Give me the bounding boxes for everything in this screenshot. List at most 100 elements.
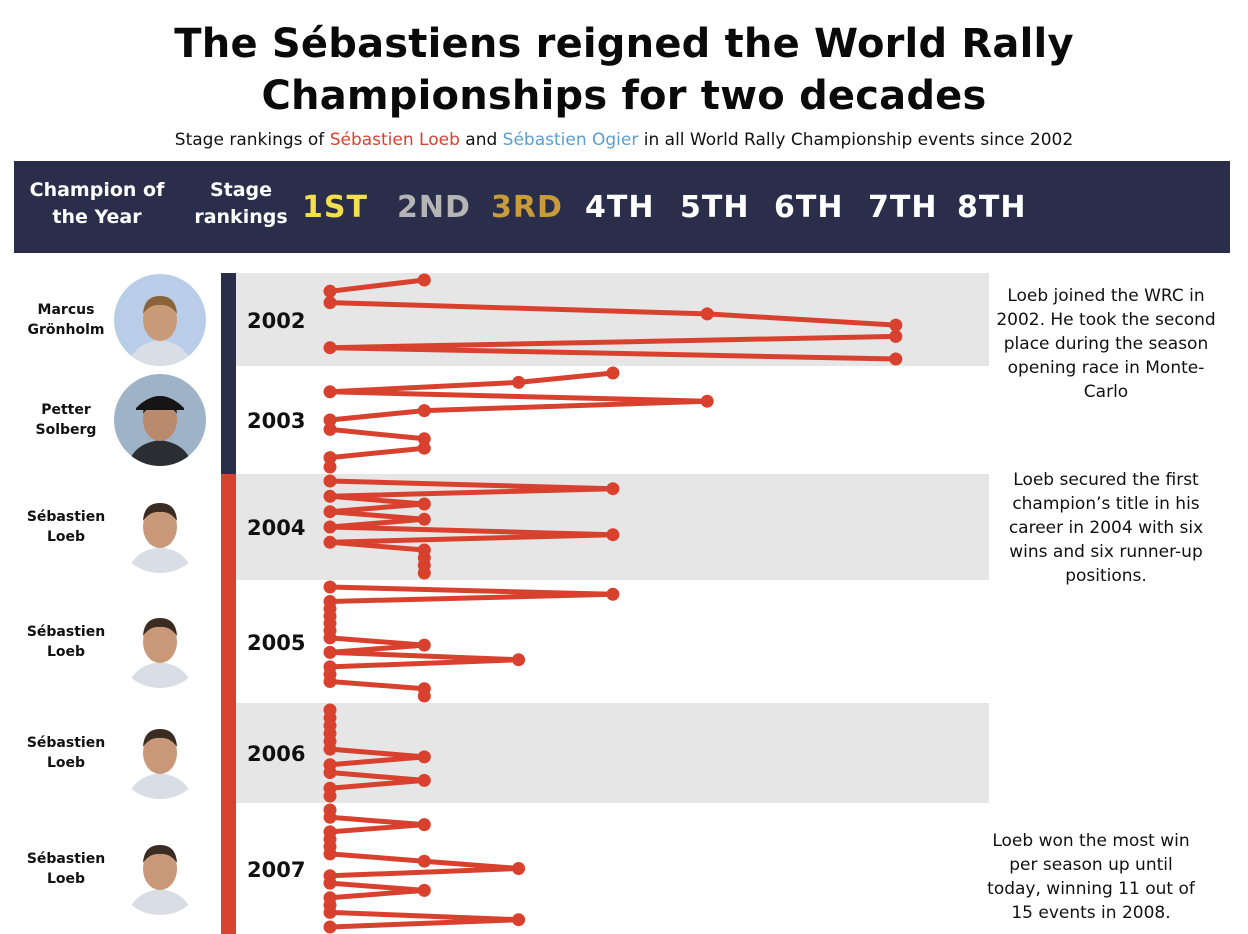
ranking-point-2004-2 xyxy=(606,482,620,496)
ranking-point-2004-1 xyxy=(323,474,337,488)
rank-header-5: 5TH xyxy=(680,190,750,225)
champion-bar-2005 xyxy=(221,580,236,703)
champion-bar-2002 xyxy=(221,273,236,366)
champion-avatar-2004 xyxy=(114,481,206,573)
champion-name-2002: Marcus Grönholm xyxy=(27,301,105,338)
ranking-point-2003-8 xyxy=(417,432,431,446)
year-label-2005: 2005 xyxy=(247,631,305,655)
champion-avatar-2005 xyxy=(114,595,206,688)
champion-bar-2007 xyxy=(221,803,236,934)
ranking-point-2002-5 xyxy=(889,318,903,332)
ranking-point-2002-7 xyxy=(323,341,337,355)
ranking-points xyxy=(323,273,903,934)
champion-name-2004: Sébastien Loeb xyxy=(26,509,106,545)
champion-bar-2003 xyxy=(221,366,236,474)
rank-header-6: 6TH xyxy=(774,190,844,225)
ranking-point-2002-8 xyxy=(889,352,903,366)
ranking-point-2005-8 xyxy=(323,631,337,645)
ranking-point-2007-7 xyxy=(323,847,337,861)
year-label-2004: 2004 xyxy=(247,516,305,540)
champion-avatar-2003 xyxy=(114,374,206,466)
ranking-point-2006-12 xyxy=(323,789,337,803)
ranking-point-2005-1 xyxy=(323,580,337,594)
champion-bar-2004 xyxy=(221,474,236,580)
subtitle-loeb: Sébastien Loeb xyxy=(329,130,460,150)
ranking-point-2007-12 xyxy=(417,883,431,897)
year-label-2007: 2007 xyxy=(247,858,305,882)
rank-header-2: 2ND xyxy=(397,190,471,225)
ranking-point-2002-6 xyxy=(889,329,903,343)
ranking-point-2006-6 xyxy=(323,742,337,756)
rank-header-8: 8TH xyxy=(957,190,1027,225)
ranking-point-2003-1 xyxy=(606,366,620,380)
year-label-2003: 2003 xyxy=(247,409,305,433)
subtitle-part-1: Stage rankings of xyxy=(174,130,330,150)
ranking-point-2007-3 xyxy=(417,818,431,832)
ranking-point-2005-10 xyxy=(323,645,337,659)
champion-avatar-2002 xyxy=(114,273,206,366)
ranking-point-2003-2 xyxy=(512,375,526,389)
ranking-point-2007-17 xyxy=(323,920,337,934)
ranking-point-2005-9 xyxy=(417,638,431,652)
ranking-point-2006-10 xyxy=(417,773,431,787)
champion-avatar-2007 xyxy=(114,822,206,915)
rank-header-3: 3RD xyxy=(491,190,563,225)
ranking-point-2003-7 xyxy=(323,422,337,436)
note-2002: Loeb joined the WRC in 2002. He took the… xyxy=(996,286,1216,402)
stage-rankings-header: Stage rankings xyxy=(194,179,288,228)
year-label-2006: 2006 xyxy=(247,742,305,766)
ranking-point-2004-8 xyxy=(606,528,620,542)
note-2004: Loeb secured the first champion’s title … xyxy=(1008,470,1204,586)
ranking-point-2006-9 xyxy=(323,766,337,779)
ranking-point-2002-4 xyxy=(700,307,714,321)
ranking-point-2007-16 xyxy=(512,913,526,927)
subtitle-part-3: in all World Rally Championship events s… xyxy=(638,130,1074,150)
ranking-point-2007-9 xyxy=(512,862,526,875)
ranking-point-2003-9 xyxy=(417,441,431,455)
ranking-point-2004-13 xyxy=(417,566,431,580)
rank-header-7: 7TH xyxy=(868,190,938,225)
champion-name-2006: Sébastien Loeb xyxy=(26,735,106,771)
rank-header-4: 4TH xyxy=(585,190,655,225)
ranking-point-2006-7 xyxy=(417,750,431,764)
ranking-point-2007-11 xyxy=(323,876,337,890)
chart-title: The Sébastiens reigned the World Rally C… xyxy=(174,21,1074,119)
ranking-point-2003-4 xyxy=(700,394,714,408)
ranking-point-2003-11 xyxy=(323,460,337,474)
ranking-point-2003-10 xyxy=(323,451,337,465)
ranking-point-2004-6 xyxy=(417,512,431,526)
ranking-point-2002-1 xyxy=(417,273,431,287)
rank-header-1: 1ST xyxy=(302,190,368,225)
ranking-point-2003-6 xyxy=(323,413,337,427)
ranking-line-2005 xyxy=(327,584,616,696)
champion-name-2007: Sébastien Loeb xyxy=(26,850,106,887)
ranking-point-2004-7 xyxy=(323,520,337,534)
ranking-point-2007-2 xyxy=(323,810,337,824)
ranking-point-2004-5 xyxy=(323,505,337,519)
header-band xyxy=(14,161,1230,253)
subtitle-ogier: Sébastien Ogier xyxy=(502,130,639,150)
ranking-point-2002-3 xyxy=(323,296,337,310)
ranking-point-2004-3 xyxy=(323,489,337,503)
ranking-point-2005-11 xyxy=(512,653,526,667)
ranking-point-2004-9 xyxy=(323,535,337,549)
champion-name-2005: Sébastien Loeb xyxy=(26,623,106,660)
year-labels: 2002 2003 2004 2005 2006 2007 xyxy=(247,309,305,882)
chart-subtitle: Stage rankings of Sébastien Loeb and Séb… xyxy=(0,130,1248,150)
champion-bar-2006 xyxy=(221,703,236,803)
champion-column-header: Champion of the Year xyxy=(29,179,165,228)
ranking-point-2007-15 xyxy=(323,905,337,919)
ranking-point-2004-4 xyxy=(417,497,431,511)
ranking-point-2005-2 xyxy=(606,587,620,601)
ranking-point-2005-16 xyxy=(417,689,431,703)
ranking-point-2007-8 xyxy=(417,854,431,868)
year-label-2002: 2002 xyxy=(247,309,305,333)
champion-avatar-2006 xyxy=(114,707,206,799)
champion-name-2003: Petter Solberg xyxy=(35,402,97,438)
note-2008: Loeb won the most win per season up unti… xyxy=(987,831,1195,923)
ranking-point-2003-3 xyxy=(323,385,337,399)
ranking-point-2002-2 xyxy=(323,284,337,298)
ranking-point-2003-5 xyxy=(417,404,431,418)
ranking-point-2005-14 xyxy=(323,675,337,688)
